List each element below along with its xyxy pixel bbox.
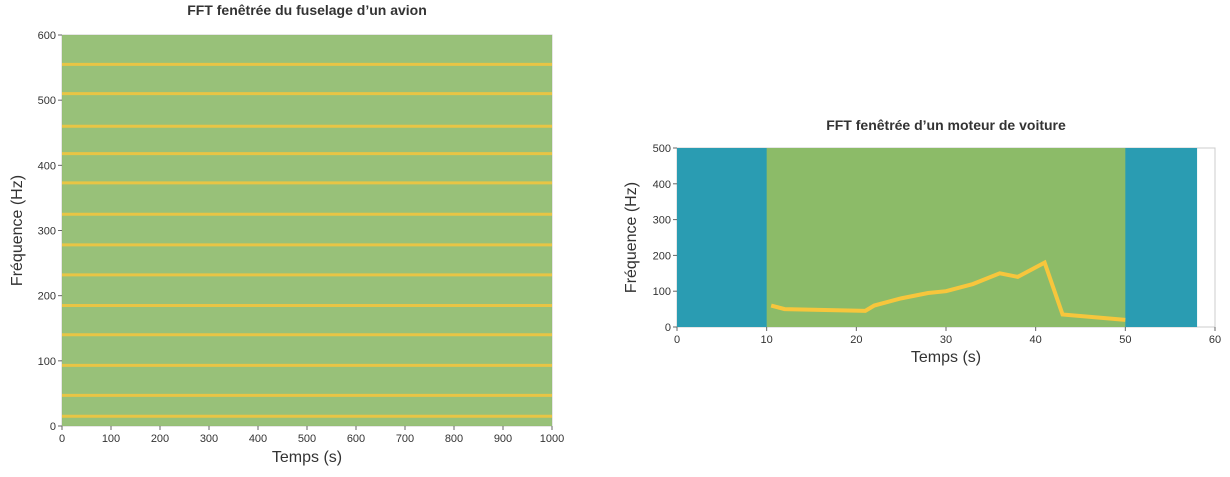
y-tick-label: 500: [653, 143, 671, 155]
x-tick-label: 800: [445, 433, 463, 445]
x-tick-label: 600: [347, 433, 365, 445]
x-tick-label: 0: [674, 334, 680, 346]
x-tick-label: 400: [249, 433, 267, 445]
y-tick-label: 400: [653, 179, 671, 191]
y-tick-label: 0: [665, 322, 671, 334]
x-axis-label: Temps (s): [911, 349, 981, 366]
x-tick-label: 100: [102, 433, 120, 445]
x-tick-label: 200: [151, 433, 169, 445]
x-axis-label: Temps (s): [272, 449, 342, 466]
x-tick-label: 40: [1030, 334, 1042, 346]
y-tick-label: 500: [38, 95, 56, 107]
x-tick-label: 10: [761, 334, 773, 346]
x-tick-label: 500: [298, 433, 316, 445]
active-region: [766, 148, 1126, 327]
y-tick-label: 400: [38, 160, 56, 172]
y-tick-label: 200: [653, 250, 671, 262]
y-tick-label: 100: [653, 286, 671, 298]
y-axis-label: Fréquence (Hz): [9, 175, 26, 286]
x-tick-label: 700: [396, 433, 414, 445]
y-tick-label: 0: [50, 421, 56, 433]
spectrogram-background: [62, 35, 552, 426]
x-tick-label: 900: [494, 433, 512, 445]
y-tick-label: 300: [38, 226, 56, 238]
x-tick-label: 1000: [540, 433, 564, 445]
x-tick-label: 60: [1209, 334, 1221, 346]
y-tick-label: 200: [38, 291, 56, 303]
x-tick-label: 50: [1119, 334, 1131, 346]
y-tick-label: 600: [38, 30, 56, 42]
chart-title: FFT fenêtrée d’un moteur de voiture: [826, 117, 1066, 133]
chart-title: FFT fenêtrée du fuselage d’un avion: [187, 2, 427, 18]
x-tick-label: 0: [59, 433, 65, 445]
x-tick-label: 300: [200, 433, 218, 445]
y-tick-label: 100: [38, 356, 56, 368]
x-tick-label: 30: [940, 334, 952, 346]
y-tick-label: 300: [653, 215, 671, 227]
y-axis-label: Fréquence (Hz): [623, 182, 640, 293]
frequency-track: [770, 259, 1126, 322]
x-tick-label: 20: [850, 334, 862, 346]
